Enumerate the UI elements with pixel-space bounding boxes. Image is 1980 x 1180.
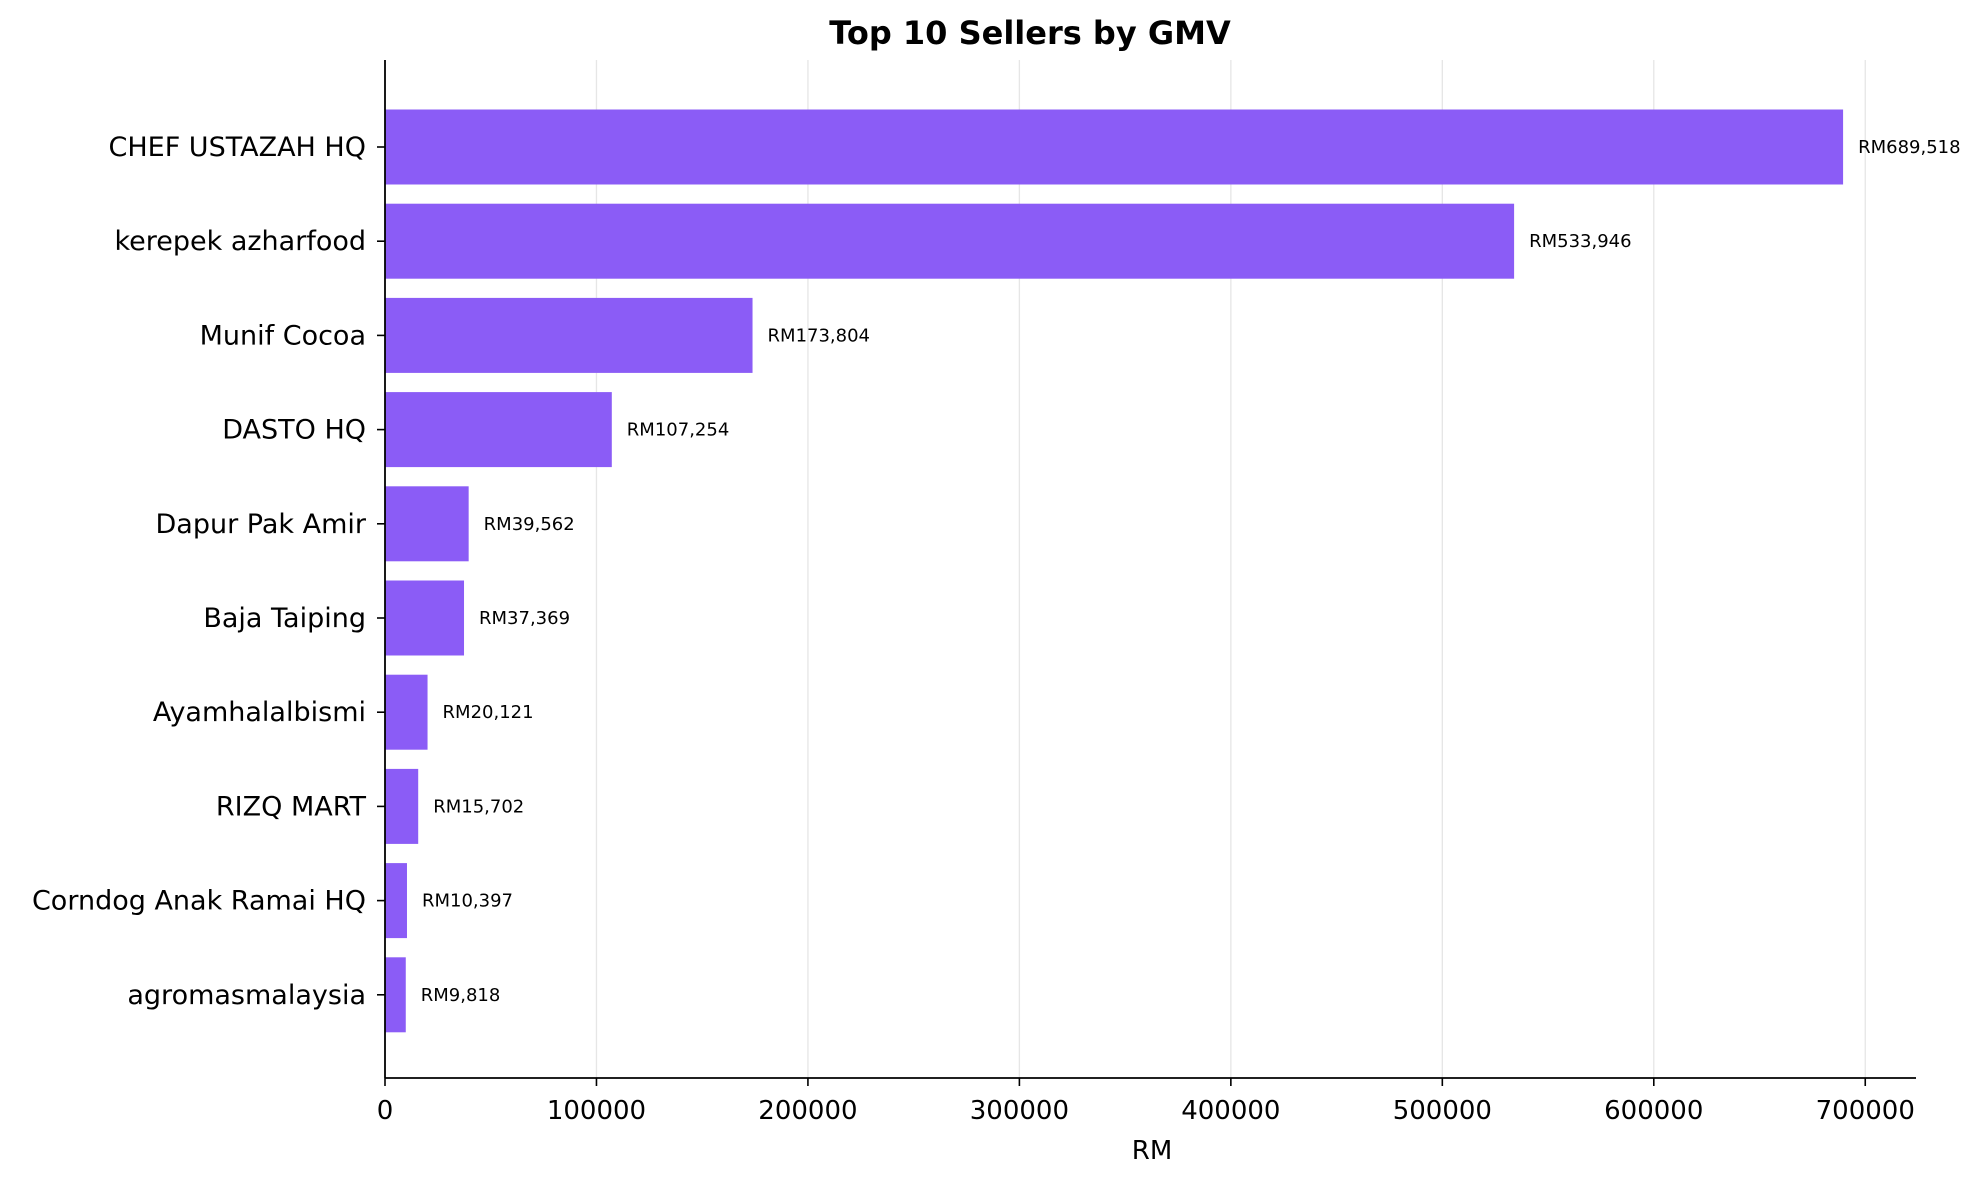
data-label: RM533,946 [1529,231,1631,252]
category-labels: CHEF USTAZAH HQ kerepek azharfood Munif Co… [32,132,385,1011]
category-label: Baja Taiping [203,603,366,634]
bar [385,297,753,373]
chart-title: Top 10 Sellers by GMV [829,14,1231,52]
x-tick-label: 0 [377,1096,394,1126]
bar [385,486,469,562]
bar [385,957,406,1033]
category-label: kerepek azharfood [114,226,366,257]
x-axis-label: RM [1132,1136,1173,1166]
data-label: RM9,818 [421,985,501,1006]
x-tick-label: 500000 [1393,1096,1492,1126]
data-label: RM173,804 [768,325,870,346]
x-tick-label: 700000 [1816,1096,1915,1126]
category-label: Munif Cocoa [200,320,366,351]
bar [385,674,428,750]
bar [385,203,1515,279]
bar [385,580,465,656]
data-label: RM10,397 [422,891,513,912]
category-label: Dapur Pak Amir [156,509,367,540]
x-tick-label: 300000 [970,1096,1069,1126]
bar [385,863,407,939]
x-tick-label: 600000 [1604,1096,1703,1126]
category-label: agromasmalaysia [127,980,366,1011]
x-tick-label: 100000 [547,1096,646,1126]
axes [384,60,1916,1079]
x-tick-labels: 0 100000 200000 300000 400000 500000 600000 700… [377,1078,1915,1126]
category-label: RIZQ MART [216,791,367,822]
x-tick-label: 200000 [758,1096,857,1126]
data-label: RM107,254 [627,420,729,441]
data-label: RM39,562 [484,514,575,535]
bar [385,109,1844,185]
category-label: Corndog Anak Ramai HQ [32,886,366,917]
data-label: RM20,121 [443,702,534,723]
data-labels: RM689,518 RM533,946 RM173,804 RM107,254 RM39… [421,137,1961,1006]
bars [385,109,1844,1033]
category-label: DASTO HQ [222,415,366,446]
category-label: CHEF USTAZAH HQ [108,132,366,163]
data-label: RM15,702 [433,796,524,817]
bar [385,768,419,844]
bar [385,392,612,468]
x-tick-label: 400000 [1181,1096,1280,1126]
category-label: Ayamhalalbismi [153,697,366,728]
data-label: RM689,518 [1858,137,1960,158]
data-label: RM37,369 [479,608,570,629]
